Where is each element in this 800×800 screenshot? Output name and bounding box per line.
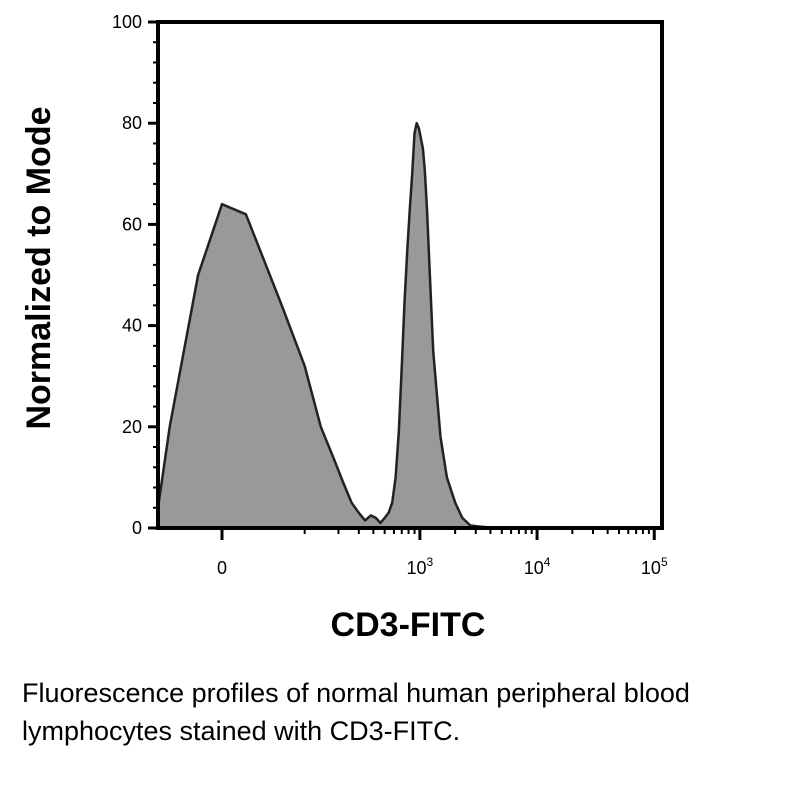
axes: 0 20 40 60 80 100 0 103 104 105 xyxy=(112,12,668,578)
x-tick-label: 103 xyxy=(407,555,434,578)
x-tick-label: 104 xyxy=(524,555,551,578)
histogram-line xyxy=(156,121,662,530)
histogram-chart: 0 20 40 60 80 100 0 103 104 105 CD3-FITC Normaliz… xyxy=(20,12,668,644)
histogram-area xyxy=(158,123,662,528)
y-tick-label: 20 xyxy=(122,417,142,437)
y-axis-title: Normalized to Mode xyxy=(20,106,58,429)
y-tick-label: 100 xyxy=(112,12,142,32)
x-axis-title: CD3-FITC xyxy=(331,606,486,644)
y-tick-label: 60 xyxy=(122,214,142,234)
plot-frame xyxy=(156,20,664,530)
y-tick-label: 80 xyxy=(122,113,142,133)
x-tick-label: 0 xyxy=(217,558,227,578)
y-tick-label: 40 xyxy=(122,316,142,336)
figure-caption: Fluorescence profiles of normal human pe… xyxy=(22,678,690,746)
x-tick-label: 105 xyxy=(641,555,668,578)
y-tick-label: 0 xyxy=(132,518,142,538)
plot-area xyxy=(156,121,662,530)
